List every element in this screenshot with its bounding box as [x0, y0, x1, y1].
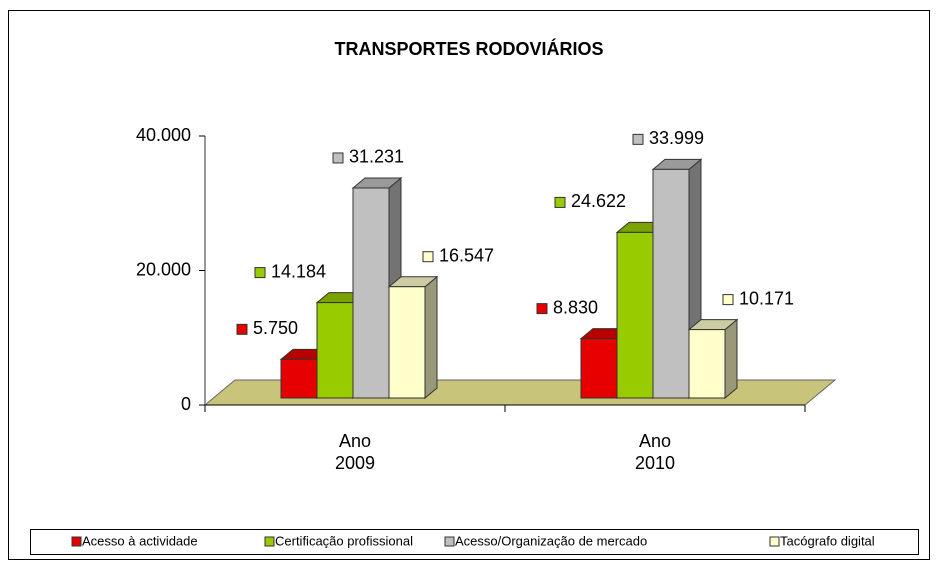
bar [351, 176, 403, 400]
legend-key [264, 536, 275, 547]
value-label-key [254, 267, 266, 279]
x-tick-label: Ano 2009 [334, 431, 376, 473]
bar-front [616, 231, 654, 399]
bar-front [580, 338, 618, 399]
bar-front [652, 168, 690, 399]
bar-front [388, 286, 426, 399]
bar-front [316, 302, 354, 399]
bar-front [688, 329, 726, 399]
legend-key [444, 536, 455, 547]
bar-side [724, 318, 738, 400]
legend-key [71, 536, 82, 547]
value-label-key [332, 152, 344, 164]
value-label: 24.622 [571, 191, 626, 211]
legend-label: Acesso à actividade [82, 533, 198, 548]
legend-label: Acesso/Organização de mercado [455, 533, 647, 548]
chart-frame [8, 10, 930, 560]
value-label: 33.999 [649, 128, 704, 148]
value-label-key [236, 323, 248, 335]
value-label: 14.184 [271, 261, 326, 281]
value-label-key [632, 133, 644, 145]
value-label-key [536, 303, 548, 315]
value-label: 8.830 [553, 297, 598, 317]
value-label: 16.547 [439, 245, 494, 265]
y-tick-label: 0 [181, 394, 191, 414]
bar-front [352, 187, 390, 399]
bar [687, 318, 739, 400]
value-label-key [422, 251, 434, 263]
bar-front [280, 358, 318, 399]
y-tick-label: 20.000 [136, 259, 191, 279]
value-label: 10.171 [739, 288, 794, 308]
value-label-key [554, 196, 566, 208]
chart-title: TRANSPORTES RODOVIÁRIOS [334, 38, 603, 59]
value-label: 5.750 [253, 318, 298, 338]
legend-label: Tacógrafo digital [780, 533, 875, 548]
y-tick-label: 40.000 [136, 125, 191, 145]
x-tick-label: Ano 2010 [634, 431, 676, 473]
bar-side [424, 275, 438, 400]
value-label: 31.231 [349, 147, 404, 167]
legend-label: Certificação profissional [275, 533, 413, 548]
legend-key [769, 536, 780, 547]
bar [387, 275, 439, 400]
value-label-key [722, 294, 734, 306]
bar [651, 158, 703, 400]
